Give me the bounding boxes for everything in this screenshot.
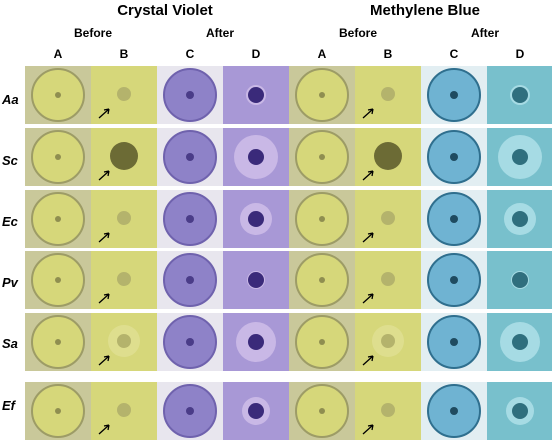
mb-before-label: Before [338, 26, 377, 40]
arrow-indicator-icon [98, 170, 110, 181]
photo-cv-aa-d [223, 66, 289, 124]
photo-mb-aa-b [355, 66, 421, 124]
photo-mb-sa-d [487, 313, 552, 371]
cv-after-label: After [205, 26, 234, 40]
photo-cv-ec-b [91, 190, 157, 248]
photo-mb-ec-c [421, 190, 487, 248]
photo-cv-sc-c [157, 128, 223, 186]
photo-mb-sa-a [289, 313, 355, 371]
photo-cv-ef-d [223, 382, 289, 440]
arrow-indicator-icon [98, 108, 110, 119]
row-label-pv: Pv [2, 275, 18, 290]
col-a-mb: A [317, 47, 327, 61]
photo-cv-sa-d [223, 313, 289, 371]
crystal-violet-title: Crystal Violet [117, 2, 213, 19]
photo-mb-pv-d [487, 251, 552, 309]
photo-cv-ef-b [91, 382, 157, 440]
arrow-indicator-icon [362, 355, 374, 366]
photo-cv-pv-c [157, 251, 223, 309]
row-label-aa: Aa [2, 92, 19, 107]
photo-mb-ec-b [355, 190, 421, 248]
photo-cv-sa-b [91, 313, 157, 371]
cv-before-label: Before [73, 26, 112, 40]
row-label-sc: Sc [2, 153, 18, 168]
photo-cv-ec-c [157, 190, 223, 248]
arrow-indicator-icon [98, 293, 110, 304]
row-label-ef: Ef [2, 398, 15, 413]
photo-cv-sc-d [223, 128, 289, 186]
photo-cv-pv-a [25, 251, 91, 309]
col-d-cv: D [251, 47, 261, 61]
photo-mb-sc-d [487, 128, 552, 186]
col-c-cv: C [185, 47, 195, 61]
mb-after-label: After [470, 26, 499, 40]
col-b-cv: B [119, 47, 129, 61]
photo-mb-sa-b [355, 313, 421, 371]
photo-mb-ec-a [289, 190, 355, 248]
photo-mb-sc-b [355, 128, 421, 186]
photo-mb-sa-c [421, 313, 487, 371]
photo-mb-ef-a [289, 382, 355, 440]
photo-cv-sa-a [25, 313, 91, 371]
arrow-indicator-icon [98, 424, 110, 435]
photo-cv-ef-a [25, 382, 91, 440]
arrow-indicator-icon [362, 424, 374, 435]
photo-cv-ec-d [223, 190, 289, 248]
photo-cv-sc-a [25, 128, 91, 186]
col-d-mb: D [515, 47, 525, 61]
photo-mb-aa-d [487, 66, 552, 124]
photo-mb-aa-c [421, 66, 487, 124]
photo-mb-pv-c [421, 251, 487, 309]
arrow-indicator-icon [362, 293, 374, 304]
arrow-indicator-icon [98, 355, 110, 366]
photo-mb-aa-a [289, 66, 355, 124]
arrow-indicator-icon [362, 108, 374, 119]
col-b-mb: B [383, 47, 393, 61]
photo-cv-aa-c [157, 66, 223, 124]
arrow-indicator-icon [362, 232, 374, 243]
photo-mb-pv-b [355, 251, 421, 309]
row-label-ec: Ec [2, 214, 18, 229]
photo-mb-ec-d [487, 190, 552, 248]
photo-cv-aa-b [91, 66, 157, 124]
arrow-indicator-icon [98, 232, 110, 243]
photo-mb-ef-d [487, 382, 552, 440]
col-a-cv: A [53, 47, 63, 61]
photo-mb-ef-b [355, 382, 421, 440]
photo-cv-sc-b [91, 128, 157, 186]
photo-cv-aa-a [25, 66, 91, 124]
row-label-sa: Sa [2, 336, 18, 351]
photo-mb-ef-c [421, 382, 487, 440]
arrow-indicator-icon [362, 170, 374, 181]
photo-cv-sa-c [157, 313, 223, 371]
photo-mb-sc-a [289, 128, 355, 186]
photo-cv-ef-c [157, 382, 223, 440]
photo-mb-sc-c [421, 128, 487, 186]
photo-cv-pv-b [91, 251, 157, 309]
photo-cv-ec-a [25, 190, 91, 248]
methylene-blue-title: Methylene Blue [369, 2, 481, 19]
col-c-mb: C [449, 47, 459, 61]
photo-mb-pv-a [289, 251, 355, 309]
photo-cv-pv-d [223, 251, 289, 309]
